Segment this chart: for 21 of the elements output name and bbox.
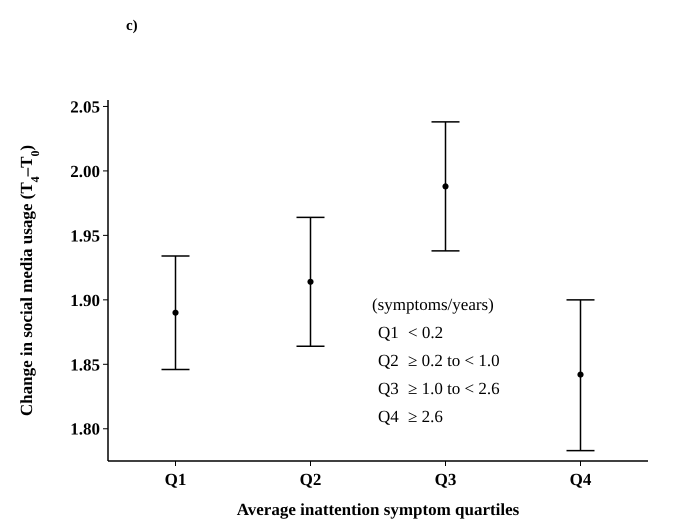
y-tick-label: 1.85 xyxy=(70,355,100,374)
y-tick-label: 1.95 xyxy=(70,226,100,246)
point xyxy=(442,183,449,190)
annotation: Q2 ≥ 0.2 to < 1.0 xyxy=(378,351,500,370)
annotation: Q4 ≥ 2.6 xyxy=(378,407,443,426)
y-tick-label: 2.05 xyxy=(70,97,100,116)
y-tick-label: 1.80 xyxy=(70,420,100,439)
text: c) xyxy=(126,18,138,34)
annotation: (symptoms/years) xyxy=(372,295,494,314)
x-tick-label: Q3 xyxy=(434,470,456,489)
x-tick-label: Q2 xyxy=(300,470,322,489)
point xyxy=(307,278,314,285)
point xyxy=(172,310,179,316)
annotation: Q3 ≥ 1.0 to < 2.6 xyxy=(378,379,500,398)
y-tick-label: 1.90 xyxy=(70,290,100,310)
x-tick-label: Q1 xyxy=(164,470,186,489)
y-tick-label: 2.00 xyxy=(70,162,100,181)
x-axis-title: Average inattention symptom quartiles xyxy=(236,500,520,519)
x-tick-label: Q4 xyxy=(570,470,592,489)
annotation: Q1 < 0.2 xyxy=(378,323,444,342)
point xyxy=(577,372,584,378)
